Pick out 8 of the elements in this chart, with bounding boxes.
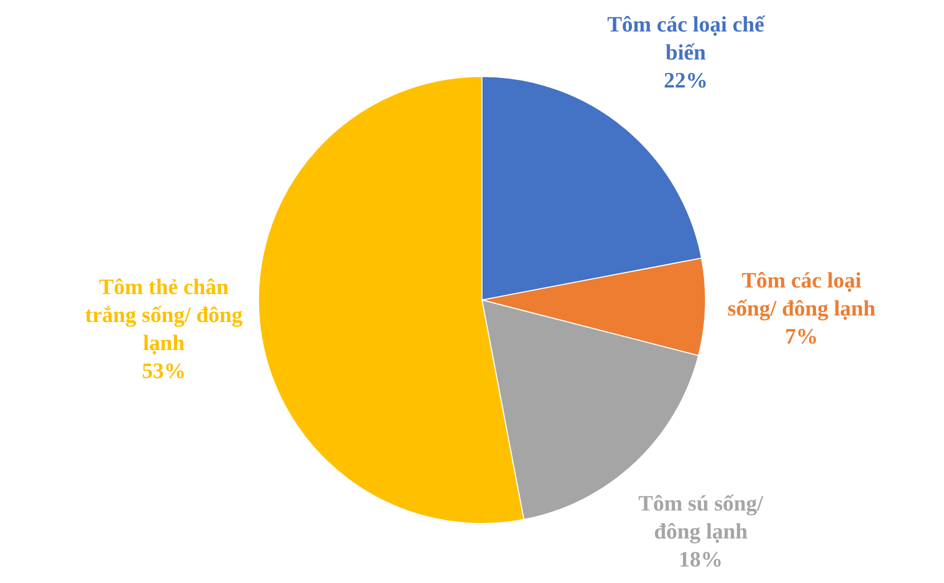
data-label: 7%: [784, 324, 818, 349]
slice-label: Tôm các loại sống/ đông lạnh: [727, 268, 876, 321]
data-label: 53%: [142, 358, 186, 383]
slice-label: Tôm thẻ chân trắng sống/ đông lạnh: [84, 274, 243, 355]
data-label: 22%: [664, 67, 708, 92]
slice-label: Tôm sú sống/ đông lạnh: [638, 490, 764, 544]
slice-label: Tôm các loại chế biến: [607, 11, 766, 64]
data-label: 18%: [678, 546, 723, 572]
